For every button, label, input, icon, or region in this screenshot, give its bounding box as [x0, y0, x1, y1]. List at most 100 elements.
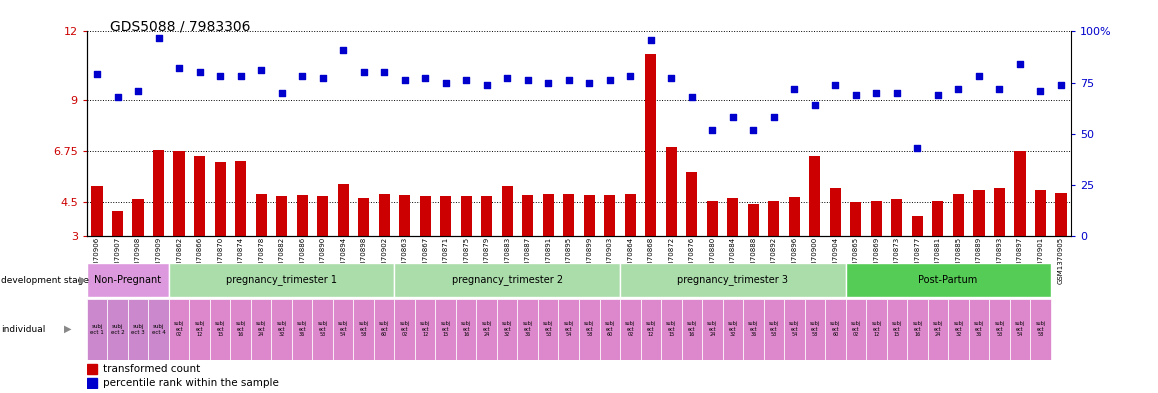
Bar: [1035, 190, 1046, 236]
Bar: [148, 299, 169, 360]
Point: [682, 94, 701, 100]
Text: subj
ect
12: subj ect 12: [646, 321, 655, 338]
Bar: [702, 299, 723, 360]
Point: [990, 86, 1009, 92]
Point: [764, 114, 783, 120]
Point: [662, 75, 681, 82]
Text: subj
ect
58: subj ect 58: [809, 321, 820, 338]
Bar: [538, 299, 558, 360]
Bar: [256, 194, 266, 236]
Bar: [928, 299, 948, 360]
Bar: [461, 196, 471, 236]
Point: [887, 90, 906, 96]
Text: percentile rank within the sample: percentile rank within the sample: [103, 378, 279, 388]
Bar: [994, 188, 1005, 236]
Point: [724, 114, 742, 120]
Bar: [174, 151, 185, 236]
Bar: [805, 299, 824, 360]
Text: subj
ect
15: subj ect 15: [215, 321, 225, 338]
Bar: [682, 299, 702, 360]
Point: [519, 77, 537, 84]
Point: [745, 127, 763, 133]
Text: subj
ect
24: subj ect 24: [933, 321, 943, 338]
Bar: [892, 200, 902, 236]
Point: [846, 92, 865, 98]
Text: pregnancy_trimester 3: pregnancy_trimester 3: [677, 275, 789, 285]
Bar: [317, 196, 329, 236]
Bar: [1010, 299, 1031, 360]
Bar: [112, 211, 123, 236]
Text: subj
ect
32: subj ect 32: [503, 321, 512, 338]
Text: subj
ect 3: subj ect 3: [131, 324, 145, 334]
Bar: [768, 200, 779, 236]
Point: [601, 77, 620, 84]
Bar: [687, 172, 697, 236]
Text: pregnancy_trimester 1: pregnancy_trimester 1: [226, 275, 337, 285]
Text: subj
ect
54: subj ect 54: [1014, 321, 1025, 338]
Point: [621, 73, 639, 79]
Bar: [292, 299, 313, 360]
Point: [1011, 61, 1029, 67]
Bar: [829, 188, 841, 236]
Point: [375, 69, 394, 75]
Bar: [419, 196, 431, 236]
Bar: [87, 378, 97, 387]
Bar: [948, 299, 968, 360]
Bar: [91, 186, 103, 236]
Bar: [230, 299, 251, 360]
Bar: [932, 200, 944, 236]
Bar: [190, 299, 210, 360]
Bar: [296, 195, 308, 236]
Text: subj
ect
24: subj ect 24: [256, 321, 266, 338]
Bar: [973, 190, 984, 236]
Bar: [907, 299, 928, 360]
Bar: [743, 299, 763, 360]
Point: [457, 77, 476, 84]
Text: subj
ect
32: subj ect 32: [953, 321, 963, 338]
Bar: [645, 54, 657, 236]
Bar: [108, 299, 127, 360]
Bar: [845, 263, 1050, 297]
Bar: [271, 299, 292, 360]
Bar: [440, 196, 452, 236]
Bar: [666, 147, 677, 236]
Bar: [132, 200, 144, 236]
Text: subj
ect
53: subj ect 53: [769, 321, 779, 338]
Text: subj
ect
36: subj ect 36: [974, 321, 984, 338]
Bar: [1055, 193, 1067, 236]
Bar: [379, 194, 390, 236]
Bar: [763, 299, 784, 360]
Bar: [640, 299, 661, 360]
Bar: [169, 299, 190, 360]
Bar: [518, 299, 538, 360]
Point: [293, 73, 312, 79]
Text: development stage: development stage: [1, 275, 89, 285]
Text: transformed count: transformed count: [103, 364, 200, 374]
Bar: [661, 299, 682, 360]
Text: Post-Partum: Post-Partum: [918, 275, 977, 285]
Bar: [415, 299, 435, 360]
Point: [929, 92, 947, 98]
Bar: [334, 299, 353, 360]
Bar: [887, 299, 907, 360]
Bar: [911, 217, 923, 236]
Bar: [353, 299, 374, 360]
Text: subj
ect
53: subj ect 53: [995, 321, 1004, 338]
Text: subj
ect
24: subj ect 24: [708, 321, 717, 338]
Point: [272, 90, 291, 96]
Text: subj
ect
58: subj ect 58: [359, 321, 368, 338]
Text: subj
ect
12: subj ect 12: [195, 321, 205, 338]
Text: subj
ect
15: subj ect 15: [666, 321, 676, 338]
Text: subj
ect
16: subj ect 16: [687, 321, 697, 338]
Text: subj
ect
12: subj ect 12: [420, 321, 431, 338]
Text: subj
ect
16: subj ect 16: [235, 321, 245, 338]
Text: subj
ect
53: subj ect 53: [317, 321, 328, 338]
Bar: [563, 194, 574, 236]
Bar: [989, 299, 1010, 360]
Bar: [497, 299, 518, 360]
Point: [867, 90, 886, 96]
Text: subj
ect 4: subj ect 4: [152, 324, 166, 334]
Text: subj
ect
54: subj ect 54: [564, 321, 574, 338]
Text: subj
ect 2: subj ect 2: [111, 324, 124, 334]
Point: [314, 75, 332, 82]
